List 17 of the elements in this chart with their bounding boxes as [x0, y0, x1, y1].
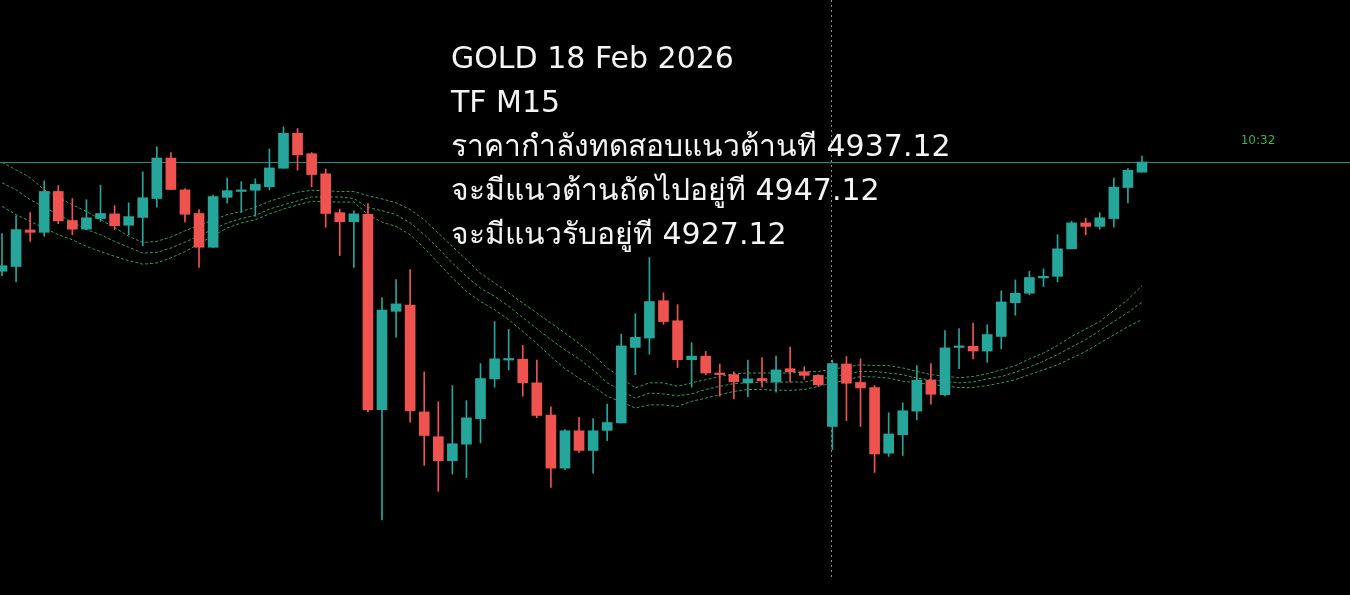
chart-subtitle: TF M15	[451, 84, 561, 120]
candlestick	[390, 279, 402, 338]
candlestick	[334, 208, 346, 256]
chart-title: GOLD 18 Feb 2026	[451, 40, 734, 76]
candlestick	[1080, 217, 1092, 236]
annotation: 10:32	[1240, 133, 1276, 148]
candlestick	[418, 371, 430, 466]
candlestick	[784, 346, 796, 383]
annotation: จะมีแนวต้านถัดไปอยู่ที 4947.12	[451, 172, 880, 208]
candlestick	[798, 366, 810, 380]
candlestick	[756, 357, 768, 388]
candlestick	[601, 403, 613, 441]
candlestick	[714, 363, 726, 397]
candlestick	[24, 212, 36, 242]
candlestick	[235, 181, 247, 213]
annotation: ราคากำลังทดสอบแนวต้านที 4937.12	[451, 128, 951, 164]
annotation: จะมีแนวรับอยู่ที 4927.12	[451, 216, 787, 252]
